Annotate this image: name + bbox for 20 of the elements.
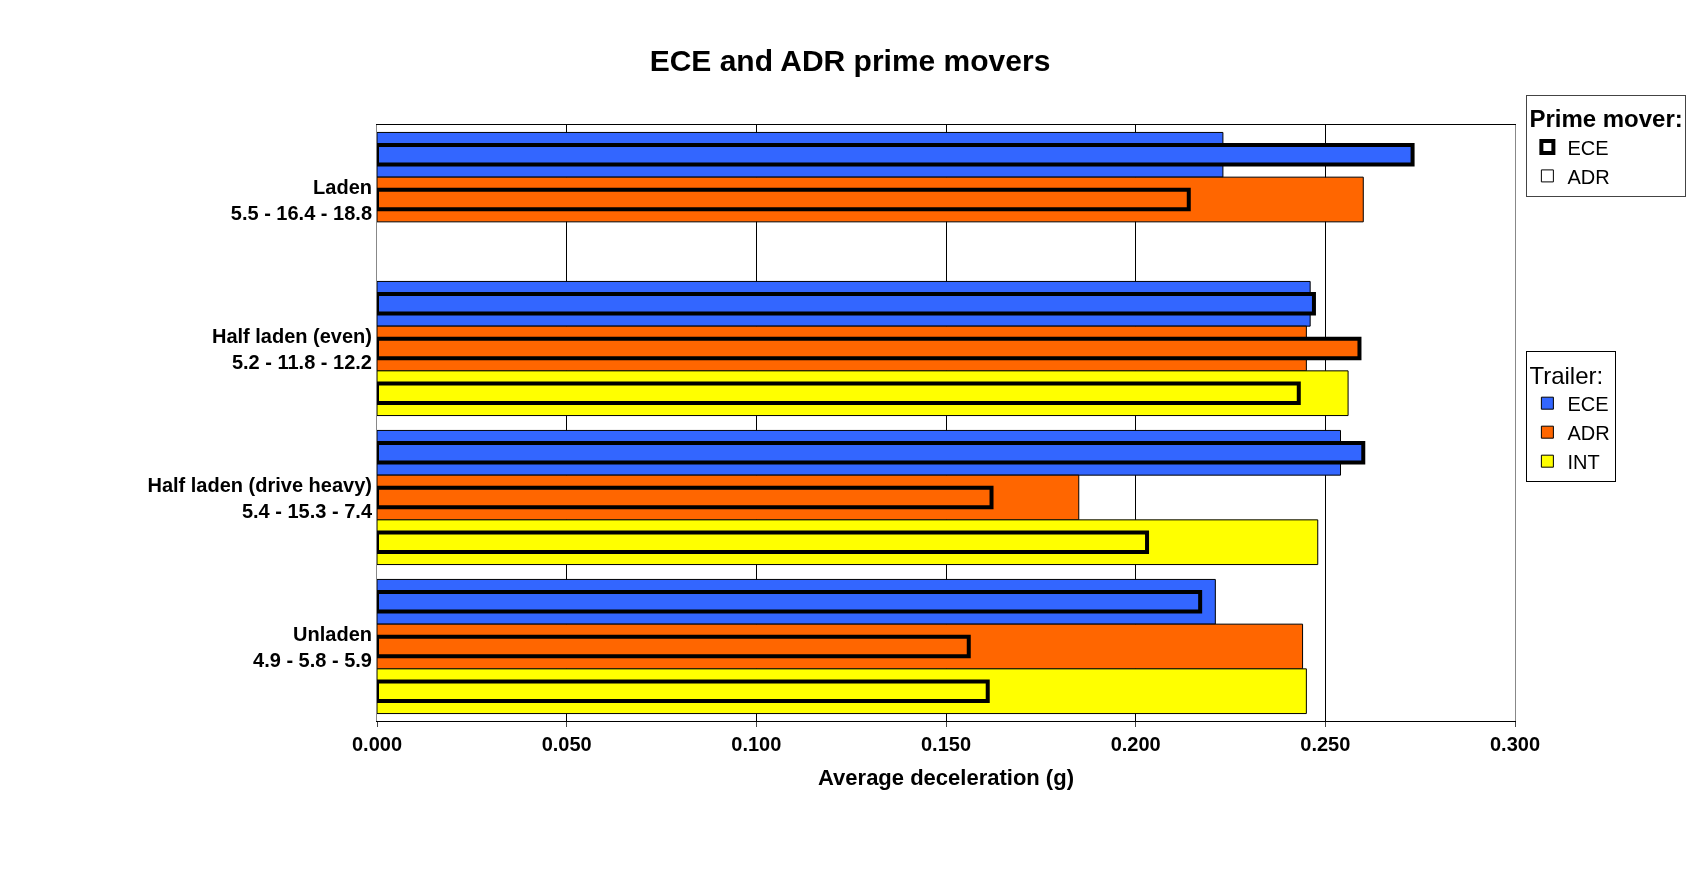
text: ADR — [1567, 165, 1610, 188]
y-tick-label: Laden 5.5 - 16.4 - 18.8 — [230, 175, 372, 224]
y-tick-label: Half laden (even) 5.2 - 11.8 - 12.2 — [211, 324, 372, 373]
x-axis-title: Average deceleration (g) — [818, 764, 1074, 790]
legend-title: Trailer: — [1529, 361, 1604, 389]
text: ECE — [1567, 136, 1609, 159]
x-tick-label: 0.200 — [1110, 733, 1161, 755]
chart-title: ECE and ADR prime movers — [649, 44, 1051, 78]
y-tick-label: Unladen 4.9 - 5.8 - 5.9 — [253, 622, 372, 671]
legend-label: INT — [1567, 450, 1600, 473]
x-tick-label: 0.250 — [1300, 733, 1351, 755]
x-tick-label: 0.000 — [351, 733, 403, 755]
text: Prime mover: — [1529, 105, 1683, 133]
x-tick-label: 0.150 — [920, 733, 972, 755]
x-tick-label: 0.100 — [731, 733, 782, 755]
legend-label: ADR — [1567, 421, 1610, 444]
x-tick-label: 0.050 — [541, 733, 592, 755]
legend-label: ECE — [1567, 392, 1609, 415]
x-tick-label: 0.300 — [1489, 733, 1541, 755]
y-tick-label: Half laden (drive heavy) 5.4 - 15.3 - 7.4 — [147, 473, 373, 522]
